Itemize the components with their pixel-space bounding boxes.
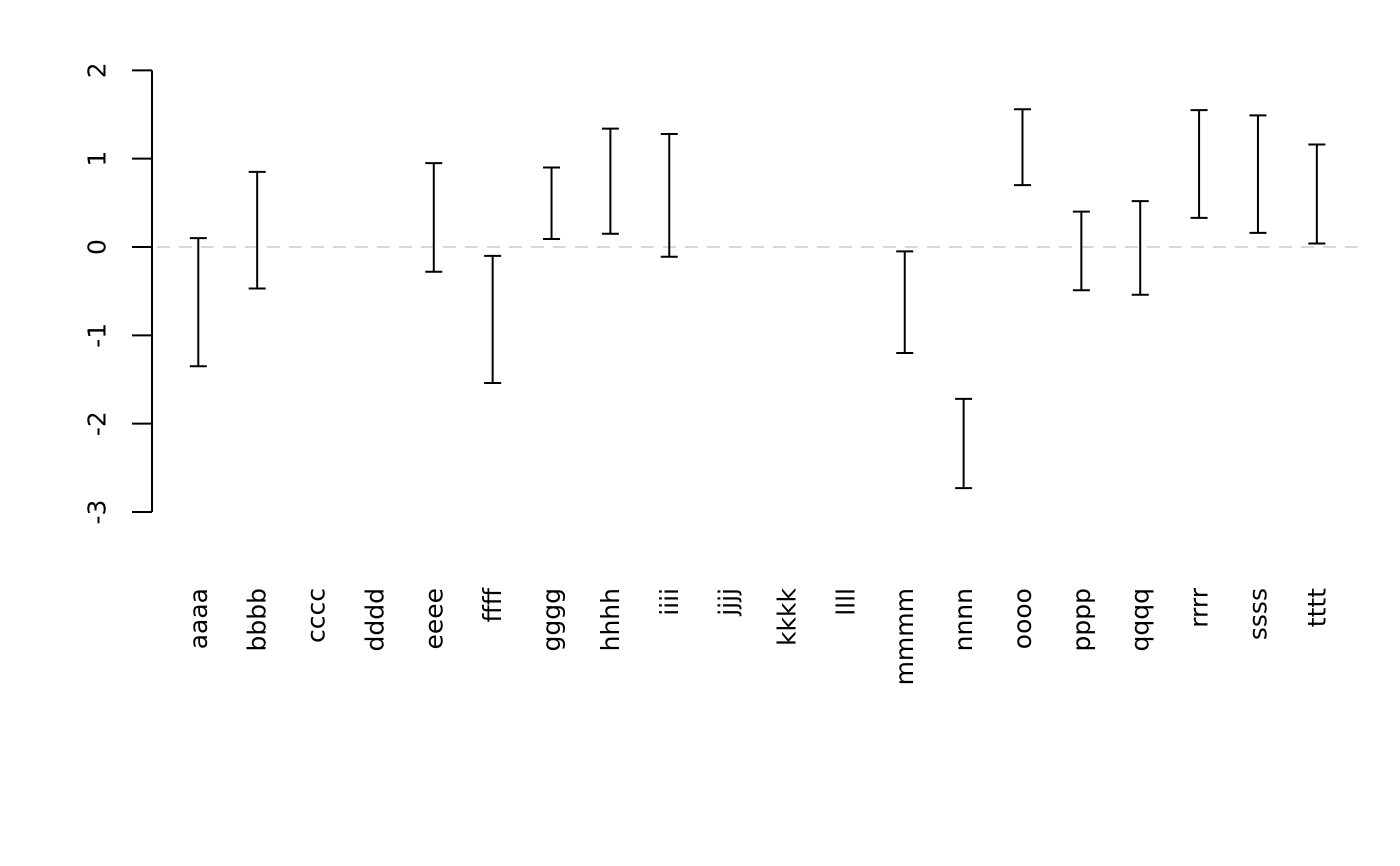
y-tick-label: -3 (83, 500, 112, 525)
x-category-label-kkkk: kkkk (773, 587, 802, 645)
x-category-label-llll: llll (831, 588, 860, 616)
interval-iiii (660, 132, 678, 258)
x-category-label-tttt: tttt (1302, 588, 1331, 627)
interval-tttt (1308, 143, 1326, 245)
interval-nnnn (955, 397, 973, 490)
x-category-label-eeee: eeee (419, 588, 448, 650)
x-category-label-jjjj: jjjj (714, 588, 743, 617)
x-category-label-nnnn: nnnn (949, 588, 978, 651)
y-tick-label: -2 (83, 411, 112, 436)
interval-bbbb (248, 170, 266, 290)
x-category-label-qqqq: qqqq (1126, 588, 1155, 651)
x-category-label-rrrr: rrrr (1185, 587, 1214, 628)
y-tick-label: -1 (83, 323, 112, 348)
x-category-label-mmmm: mmmm (890, 588, 919, 685)
interval-eeee (425, 162, 443, 273)
x-category-label-bbbb: bbbb (243, 588, 272, 651)
interval-gggg (543, 166, 561, 241)
x-category-label-dddd: dddd (360, 588, 389, 651)
interval-qqqq (1131, 200, 1149, 296)
y-tick-label: 2 (83, 62, 112, 78)
interval-ssss (1249, 114, 1267, 234)
x-category-label-hhhh: hhhh (596, 588, 625, 651)
interval-aaaa (189, 237, 207, 368)
x-category-label-aaaa: aaaa (184, 588, 213, 649)
interval-mmmm (896, 250, 914, 354)
interval-hhhh (601, 127, 619, 235)
interval-ffff (484, 254, 502, 385)
x-category-label-gggg: gggg (537, 588, 566, 651)
y-tick-label: 0 (83, 239, 112, 255)
x-category-label-pppp: pppp (1067, 588, 1096, 651)
y-tick-label: 1 (83, 151, 112, 167)
x-category-label-iiii: iiii (655, 588, 684, 616)
x-category-label-ffff: ffff (478, 587, 507, 622)
x-category-label-cccc: cccc (302, 588, 331, 643)
interval-pppp (1072, 210, 1090, 292)
interval-rrrr (1190, 109, 1208, 219)
x-category-label-ssss: ssss (1243, 588, 1272, 640)
interval-oooo (1013, 108, 1031, 187)
x-category-label-oooo: oooo (1008, 588, 1037, 649)
